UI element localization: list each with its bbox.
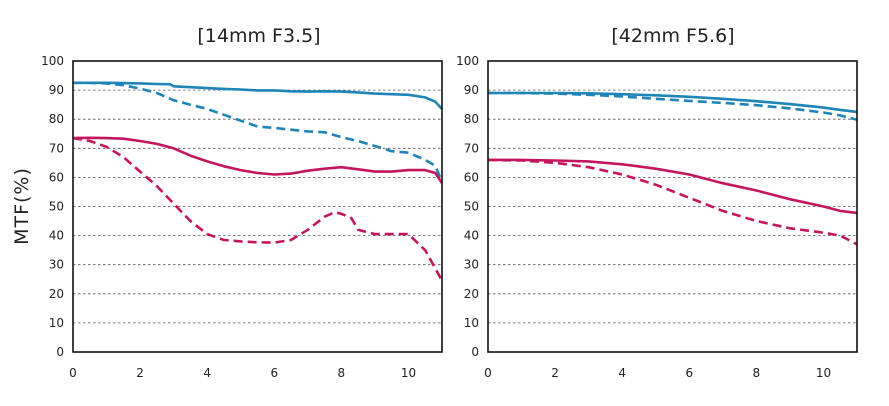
y-tick-label: 50 xyxy=(464,200,479,214)
y-tick-label: 50 xyxy=(49,200,64,214)
y-tick-label: 80 xyxy=(49,112,64,126)
plot-frame xyxy=(72,60,443,353)
x-tick-label: 2 xyxy=(551,366,559,380)
series-line-1 xyxy=(73,81,443,110)
series-line-1 xyxy=(488,91,858,114)
y-tick-label: 40 xyxy=(464,229,479,243)
x-tick-label: 8 xyxy=(753,366,761,380)
x-tick-label: 6 xyxy=(270,366,278,380)
series-line-3 xyxy=(488,158,858,215)
y-tick-label: 20 xyxy=(49,287,64,301)
y-tick-label: 70 xyxy=(464,141,479,155)
chart-panel-42mm: [42mm F5.6] 0 10 20 30 40 50 60 70 80 90 100 0 2 4 6 8 1… xyxy=(456,25,858,380)
series-line-2 xyxy=(488,91,858,122)
plot-frame xyxy=(487,60,858,353)
x-tick-label: 6 xyxy=(685,366,693,380)
x-tick-label: 4 xyxy=(203,366,211,380)
y-tick-label: 30 xyxy=(49,258,64,272)
x-tick-label: 0 xyxy=(69,366,77,380)
y-tick-label: 80 xyxy=(464,112,479,126)
y-tick-label: 70 xyxy=(49,141,64,155)
chart-title: [42mm F5.6] xyxy=(611,25,734,47)
series-line-3 xyxy=(72,136,444,184)
y-tick-label: 60 xyxy=(49,170,64,184)
y-tick-label: 90 xyxy=(464,83,479,97)
x-tick-label: 2 xyxy=(136,366,144,380)
x-tick-label: 4 xyxy=(618,366,626,380)
y-tick-label: 0 xyxy=(56,345,64,359)
series-line-4 xyxy=(72,136,444,282)
x-tick-label: 10 xyxy=(401,366,416,380)
series-line-2 xyxy=(73,81,444,183)
x-tick-label: 8 xyxy=(338,366,346,380)
y-tick-label: 10 xyxy=(464,316,479,330)
y-tick-label: 30 xyxy=(464,258,479,272)
y-tick-label: 0 xyxy=(471,345,479,359)
y-tick-label: 10 xyxy=(49,316,64,330)
x-tick-label: 0 xyxy=(484,366,492,380)
y-tick-label: 100 xyxy=(41,54,64,68)
y-tick-label: 40 xyxy=(49,229,64,243)
y-tick-label: 100 xyxy=(456,54,479,68)
x-tick-label: 10 xyxy=(816,366,831,380)
y-tick-label: 60 xyxy=(464,170,479,184)
chart-title: [14mm F3.5] xyxy=(197,25,320,47)
y-axis-label: MTF(%) xyxy=(11,167,33,245)
y-tick-label: 90 xyxy=(49,83,64,97)
y-tick-label: 20 xyxy=(464,287,479,301)
chart-panel-14mm: [14mm F3.5] 0 10 20 30 40 50 60 70 80 90 100 0 2 4 6 8 1… xyxy=(41,25,444,380)
